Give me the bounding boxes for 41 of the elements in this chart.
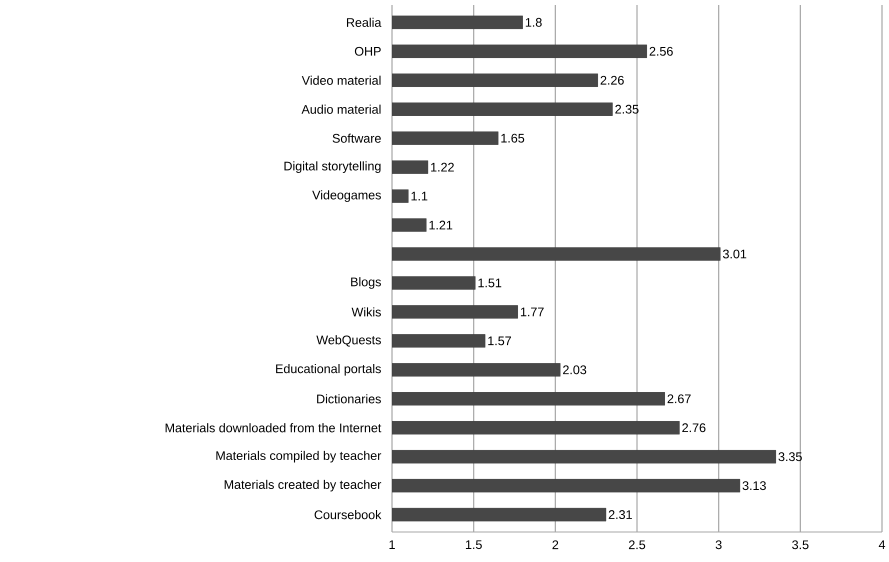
y-tick-label: Educational portals <box>276 364 381 376</box>
data-label: 2.26 <box>600 76 624 85</box>
x-tick-label: 1.5 <box>466 540 482 550</box>
data-label: 2.35 <box>615 104 639 114</box>
y-tick-label: Dictionaries <box>317 394 381 404</box>
data-label: 3.13 <box>742 481 766 490</box>
data-label: 1.1 <box>411 192 428 200</box>
y-tick-label: Materials compiled by teacher <box>216 450 382 463</box>
y-tick-label: Software <box>332 134 381 143</box>
x-tick-label: 1 <box>389 540 395 549</box>
y-tick-label: Digital storytelling <box>284 161 381 173</box>
x-tick-label: 3 <box>716 540 722 550</box>
y-tick-label: Video material <box>302 76 381 85</box>
data-label: 1.22 <box>431 162 454 172</box>
y-tick-label: Realia <box>346 18 382 27</box>
y-tick-label: Coursebook <box>314 510 382 520</box>
data-label: 3.01 <box>722 250 746 258</box>
data-label: 1.57 <box>488 336 512 346</box>
data-label: 1.77 <box>520 308 544 316</box>
data-label: 2.67 <box>668 394 691 404</box>
x-tick-label: 4 <box>878 540 886 549</box>
data-label: 2.31 <box>608 510 632 520</box>
data-label: 1.8 <box>526 18 542 27</box>
x-tick-label: 3.5 <box>792 540 808 550</box>
y-tick-label: Materials downloaded from the Internet <box>166 423 382 432</box>
y-tick-label: Blogs <box>351 277 381 289</box>
x-tick-label: 2 <box>552 540 558 550</box>
data-label: 2.56 <box>650 46 673 56</box>
data-label: 1.65 <box>501 134 524 143</box>
y-tick-label: WebQuests <box>316 335 381 347</box>
data-label: 2.03 <box>563 365 586 374</box>
data-label: 2.76 <box>682 423 706 432</box>
y-tick-label: Materials created by teacher <box>224 480 382 492</box>
data-label: 3.35 <box>778 452 802 462</box>
y-tick-label: OHP <box>354 46 381 56</box>
y-tick-label: Audio material <box>302 104 381 114</box>
x-tick-label: 2.5 <box>628 540 646 550</box>
y-tick-label: Wikis <box>352 307 381 317</box>
y-tick-label: Videogames <box>312 190 381 202</box>
data-label: 1.51 <box>478 278 502 288</box>
data-label: 1.21 <box>429 220 452 230</box>
